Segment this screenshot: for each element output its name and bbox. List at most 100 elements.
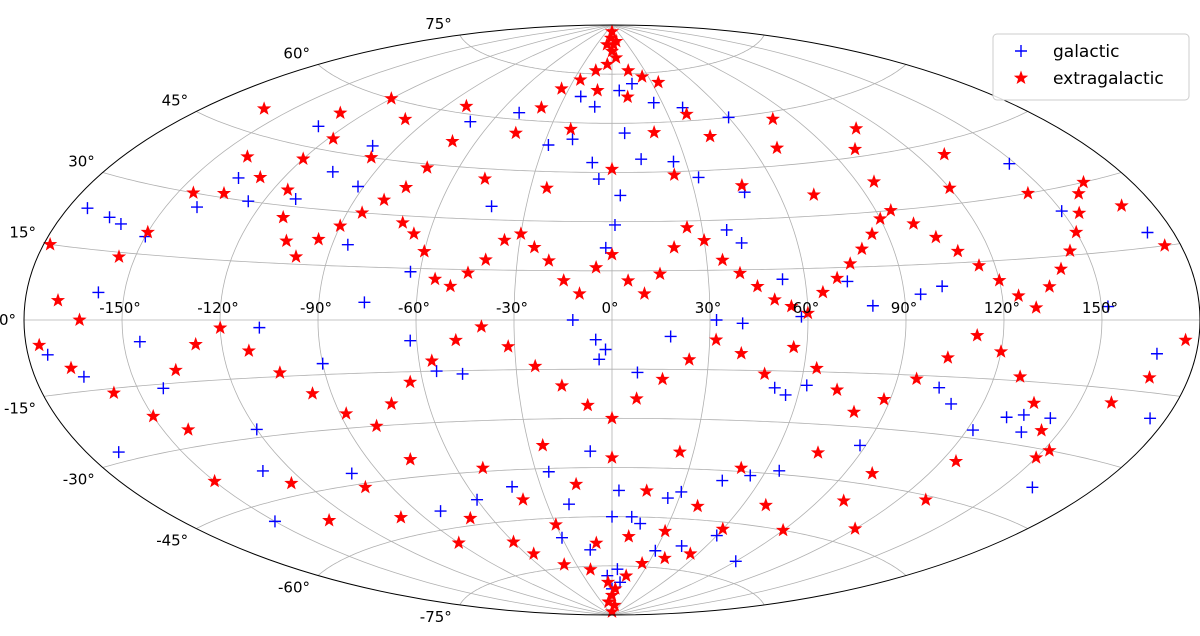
data-point-galactic (1150, 347, 1163, 360)
data-point-galactic (256, 464, 269, 477)
data-point-extragalactic (621, 528, 636, 543)
data-point-extragalactic (572, 286, 587, 300)
data-point-galactic (776, 273, 789, 286)
y-tick-label: 0° (0, 311, 16, 329)
data-point-galactic (608, 218, 621, 231)
data-point-galactic (1141, 226, 1154, 239)
data-point-galactic (464, 115, 477, 128)
data-point-extragalactic (241, 343, 256, 357)
legend-plus-marker (1015, 45, 1027, 57)
x-tick-label: -120° (197, 299, 239, 317)
data-point-extragalactic (732, 265, 748, 280)
data-point-extragalactic (474, 319, 489, 333)
data-point-extragalactic (715, 252, 730, 267)
data-point-extragalactic (427, 271, 443, 286)
data-point-extragalactic (463, 510, 478, 525)
data-point-galactic (773, 464, 786, 477)
legend-marker-galactic (1015, 45, 1027, 57)
data-point-galactic (661, 492, 674, 505)
y-tick-label: -15° (4, 399, 36, 417)
data-point-extragalactic (213, 320, 228, 335)
data-point-galactic (716, 474, 729, 487)
data-point-extragalactic (589, 535, 604, 550)
data-point-galactic (232, 171, 245, 184)
data-point-extragalactic (830, 270, 845, 285)
legend: galactic extragalactic (992, 33, 1190, 101)
data-point-extragalactic (601, 594, 616, 609)
data-point-extragalactic (847, 521, 863, 535)
data-point-extragalactic (657, 550, 672, 565)
data-point-extragalactic (240, 149, 255, 163)
data-point-extragalactic (769, 140, 785, 155)
data-point-extragalactic (765, 111, 780, 126)
data-point-extragalactic (72, 312, 87, 327)
data-point-galactic (1026, 481, 1039, 494)
data-point-extragalactic (666, 240, 682, 254)
data-point-galactic (736, 317, 749, 330)
data-point-extragalactic (497, 232, 512, 247)
x-tick-label: -90° (300, 299, 332, 317)
data-point-galactic (611, 563, 624, 576)
data-point-galactic (589, 333, 602, 346)
data-point-galactic (253, 321, 266, 334)
data-point-extragalactic (1076, 174, 1091, 189)
data-point-extragalactic (709, 332, 724, 347)
data-point-extragalactic (970, 328, 985, 342)
data-point-extragalactic (451, 535, 466, 550)
data-point-extragalactic (829, 382, 845, 397)
data-point-extragalactic (296, 151, 311, 166)
data-point-extragalactic (767, 292, 782, 306)
data-point-extragalactic (111, 249, 127, 263)
data-point-extragalactic (865, 465, 880, 480)
data-point-extragalactic (1114, 198, 1129, 212)
data-point-extragalactic (424, 353, 439, 368)
data-point-extragalactic (506, 534, 521, 549)
data-point-galactic (841, 275, 854, 288)
data-point-galactic (341, 238, 354, 251)
data-point-extragalactic (168, 362, 183, 377)
data-point-extragalactic (1178, 332, 1193, 347)
data-point-galactic (710, 529, 723, 542)
data-point-extragalactic (734, 178, 750, 192)
data-point-galactic (562, 498, 575, 511)
x-tick-label: -150° (99, 299, 141, 317)
data-point-galactic (936, 280, 949, 293)
data-point-extragalactic (475, 460, 490, 475)
data-point-extragalactic (734, 460, 749, 475)
parallel--45 (196, 467, 1028, 529)
data-point-extragalactic (864, 226, 880, 241)
map-outline (23, 24, 1200, 616)
data-point-galactic (634, 517, 647, 530)
data-point-galactic (542, 465, 555, 478)
data-point-galactic (720, 223, 733, 236)
data-point-extragalactic (847, 141, 863, 156)
data-point-extragalactic (478, 252, 493, 266)
data-point-extragalactic (279, 233, 294, 248)
x-tick-label: -30° (496, 299, 528, 317)
data-point-extragalactic (639, 483, 654, 497)
legend-label-galactic: galactic (1053, 42, 1119, 62)
data-point-extragalactic (333, 105, 348, 120)
data-point-galactic (506, 480, 519, 493)
data-point-extragalactic (600, 574, 616, 589)
data-point-extragalactic (326, 131, 341, 145)
data-point-galactic (592, 173, 605, 186)
data-point-extragalactic (1012, 369, 1028, 383)
x-tick-label: 60° (793, 299, 820, 317)
data-point-galactic (675, 539, 688, 552)
data-point-extragalactic (364, 150, 379, 164)
data-point-galactic (92, 286, 105, 299)
data-point-extragalactic (384, 396, 399, 410)
data-point-extragalactic (937, 146, 952, 161)
data-point-extragalactic (734, 345, 749, 360)
data-point-extragalactic (672, 444, 687, 459)
data-point-extragalactic (702, 128, 718, 143)
data-point-extragalactic (784, 298, 799, 313)
data-point-extragalactic (311, 231, 326, 246)
data-point-extragalactic (604, 161, 620, 176)
data-point-galactic (599, 241, 612, 254)
data-point-extragalactic (398, 111, 413, 126)
map-frame (23, 24, 1200, 616)
data-point-extragalactic (873, 211, 888, 225)
data-point-galactic (133, 335, 146, 348)
